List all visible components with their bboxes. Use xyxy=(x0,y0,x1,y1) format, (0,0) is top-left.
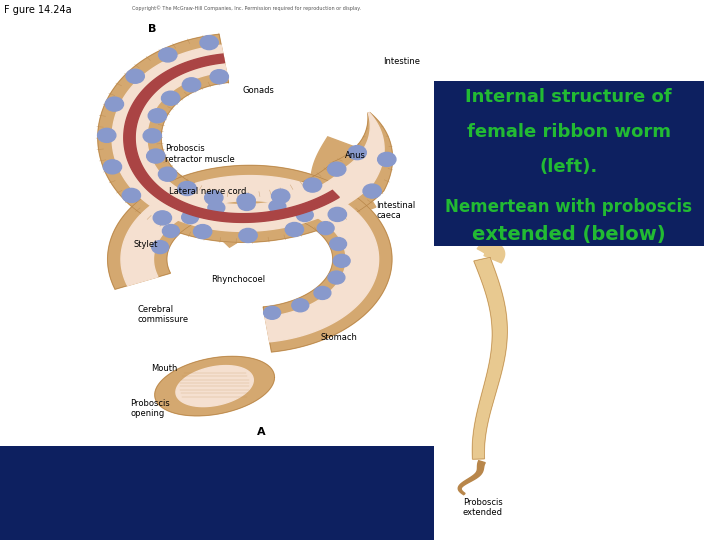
Circle shape xyxy=(182,78,201,92)
Polygon shape xyxy=(155,356,274,416)
Circle shape xyxy=(237,193,256,207)
Text: F gure 14.24a: F gure 14.24a xyxy=(4,5,71,16)
Circle shape xyxy=(194,225,212,239)
Circle shape xyxy=(238,198,255,211)
Circle shape xyxy=(103,160,122,174)
Polygon shape xyxy=(98,35,392,242)
Polygon shape xyxy=(311,137,376,225)
Circle shape xyxy=(126,69,144,83)
Circle shape xyxy=(181,211,199,224)
Circle shape xyxy=(314,286,331,299)
Text: Lateral nerve cord: Lateral nerve cord xyxy=(169,187,246,196)
Circle shape xyxy=(264,306,281,319)
Circle shape xyxy=(161,91,180,105)
Circle shape xyxy=(158,167,176,181)
Text: Intestine: Intestine xyxy=(384,57,420,66)
Polygon shape xyxy=(176,366,253,407)
Text: Anus: Anus xyxy=(345,151,366,160)
Text: Intestinal
caeca: Intestinal caeca xyxy=(377,201,415,220)
Circle shape xyxy=(178,181,197,195)
Text: Stylet: Stylet xyxy=(134,240,158,248)
Polygon shape xyxy=(108,165,392,352)
Text: Copyright© The McGraw-Hill Companies, Inc. Permission required for reproduction : Copyright© The McGraw-Hill Companies, In… xyxy=(132,5,361,11)
Text: Proboscis
extended: Proboscis extended xyxy=(463,498,503,517)
Text: female ribbon worm: female ribbon worm xyxy=(467,123,670,141)
Circle shape xyxy=(152,241,168,254)
Circle shape xyxy=(328,271,345,284)
Circle shape xyxy=(377,152,396,166)
Polygon shape xyxy=(124,54,339,222)
Circle shape xyxy=(153,211,171,225)
Circle shape xyxy=(143,129,161,143)
Text: B: B xyxy=(148,24,156,35)
Circle shape xyxy=(269,200,286,213)
Circle shape xyxy=(271,189,290,203)
Circle shape xyxy=(210,70,228,84)
Polygon shape xyxy=(458,461,485,495)
Text: Nemertean with proboscis: Nemertean with proboscis xyxy=(445,198,692,216)
Circle shape xyxy=(208,201,225,214)
Circle shape xyxy=(333,254,350,267)
Text: extended (below): extended (below) xyxy=(472,225,665,245)
Text: Internal structure of: Internal structure of xyxy=(465,88,672,106)
Circle shape xyxy=(204,191,223,205)
Circle shape xyxy=(105,97,124,111)
Circle shape xyxy=(163,225,179,238)
FancyBboxPatch shape xyxy=(434,81,703,246)
Polygon shape xyxy=(193,185,255,247)
Polygon shape xyxy=(472,258,508,459)
Circle shape xyxy=(318,221,334,234)
Text: Cerebral
commissure: Cerebral commissure xyxy=(138,305,189,324)
Text: A: A xyxy=(257,427,266,437)
Circle shape xyxy=(285,222,304,237)
Circle shape xyxy=(98,129,116,143)
Text: Proboscis
opening: Proboscis opening xyxy=(130,399,170,418)
Text: (left).: (left). xyxy=(539,158,598,177)
Circle shape xyxy=(147,149,165,163)
Circle shape xyxy=(303,178,322,192)
Circle shape xyxy=(148,109,166,123)
Text: Stomach: Stomach xyxy=(320,333,357,342)
Circle shape xyxy=(200,36,218,50)
FancyBboxPatch shape xyxy=(0,446,434,540)
Circle shape xyxy=(292,299,309,312)
Polygon shape xyxy=(477,237,505,263)
Circle shape xyxy=(122,188,140,202)
Text: Proboscis
retractor muscle: Proboscis retractor muscle xyxy=(166,144,235,164)
Circle shape xyxy=(239,228,257,242)
Text: Mouth: Mouth xyxy=(151,364,178,373)
Circle shape xyxy=(330,238,346,251)
Circle shape xyxy=(348,146,366,160)
Text: Rhynchocoel: Rhynchocoel xyxy=(211,275,265,284)
Polygon shape xyxy=(112,45,384,231)
Circle shape xyxy=(158,48,177,62)
Circle shape xyxy=(297,208,313,221)
Circle shape xyxy=(328,207,346,221)
Circle shape xyxy=(363,184,382,198)
Circle shape xyxy=(328,162,346,176)
Polygon shape xyxy=(121,176,379,342)
Text: Gonads: Gonads xyxy=(243,86,274,95)
